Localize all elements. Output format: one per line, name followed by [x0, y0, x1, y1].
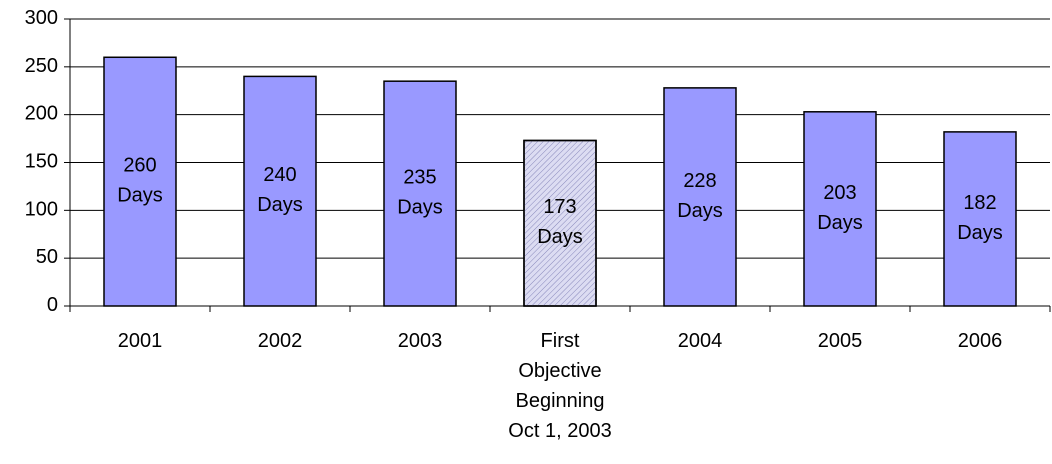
x-tick-label: 2005	[818, 330, 863, 352]
x-tick-label: 2006	[958, 330, 1003, 352]
x-tick-label: 2001	[118, 330, 163, 352]
x-tick-label: 2002	[258, 330, 303, 352]
bar-hatch	[523, 139, 597, 307]
value-label: 173 Days	[537, 197, 583, 249]
y-tick-label: 200	[25, 103, 58, 125]
y-tick-label: 100	[25, 199, 58, 221]
x-tick-label: 2004	[678, 330, 723, 352]
x-tick-label: 2003	[398, 330, 443, 352]
bar	[103, 56, 177, 307]
bar	[243, 75, 317, 307]
bar	[383, 80, 457, 307]
value-label: 228 Days	[677, 170, 723, 222]
value-label: 240 Days	[257, 164, 303, 216]
y-tick-label: 300	[25, 7, 58, 29]
value-label: 203 Days	[817, 182, 863, 234]
value-label: 260 Days	[117, 155, 163, 207]
y-tick-label: 50	[36, 246, 58, 268]
bar	[663, 87, 737, 307]
y-tick-label: 250	[25, 55, 58, 77]
y-tick-label: 0	[47, 294, 58, 316]
value-label: 182 Days	[957, 192, 1003, 244]
y-tick-label: 150	[25, 151, 58, 173]
value-label: 235 Days	[397, 167, 443, 219]
bar	[803, 111, 877, 307]
x-tick-label: First Objective Beginning Oct 1, 2003	[508, 330, 611, 442]
bar	[943, 131, 1017, 307]
